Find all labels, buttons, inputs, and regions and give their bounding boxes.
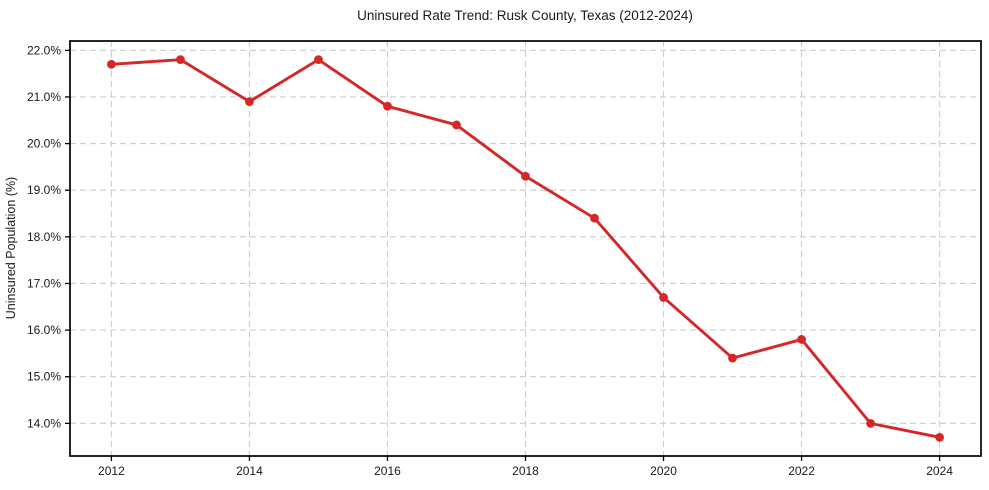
- x-tick-label: 2018: [512, 464, 539, 478]
- data-point: [521, 171, 530, 181]
- y-tick-label: 16.0%: [27, 323, 61, 337]
- data-point: [383, 101, 392, 111]
- y-tick-label: 14.0%: [27, 416, 61, 430]
- grid-layer: [70, 41, 981, 456]
- x-tick-label: 2020: [650, 464, 677, 478]
- data-point: [797, 335, 806, 344]
- y-tick-label: 18.0%: [27, 230, 61, 244]
- plot-frame: [69, 40, 982, 457]
- y-tick-label: 20.0%: [27, 137, 61, 151]
- y-tick-label: 22.0%: [27, 43, 61, 57]
- series-uninsured-rate: [107, 55, 944, 442]
- y-tick-label: 15.0%: [27, 370, 61, 384]
- x-tick-label: 2012: [98, 464, 125, 478]
- x-tick-label: 2024: [926, 464, 953, 478]
- data-point: [935, 432, 944, 442]
- data-point: [452, 120, 461, 130]
- data-point: [728, 353, 737, 363]
- chart-title: Uninsured Rate Trend: Rusk County, Texas…: [357, 8, 693, 23]
- y-tick-label: 21.0%: [27, 90, 61, 104]
- y-tick-label: 17.0%: [27, 276, 61, 290]
- y-axis-label: Uninsured Population (%): [4, 177, 18, 319]
- data-point: [314, 55, 323, 65]
- data-point: [590, 213, 599, 223]
- x-tick-label: 2016: [374, 464, 401, 478]
- data-point: [245, 97, 254, 107]
- data-point: [176, 55, 185, 65]
- data-point: [107, 59, 116, 69]
- x-tick-label: 2014: [236, 464, 263, 478]
- data-point: [866, 418, 875, 428]
- data-point: [659, 293, 668, 302]
- axes-layer: 14.0% 15.0% 16.0% 17.0% 18.0% 19.0% 20.0% 21.0%…: [27, 40, 982, 478]
- x-tick-label: 2022: [788, 464, 815, 478]
- y-tick-label: 19.0%: [27, 183, 61, 197]
